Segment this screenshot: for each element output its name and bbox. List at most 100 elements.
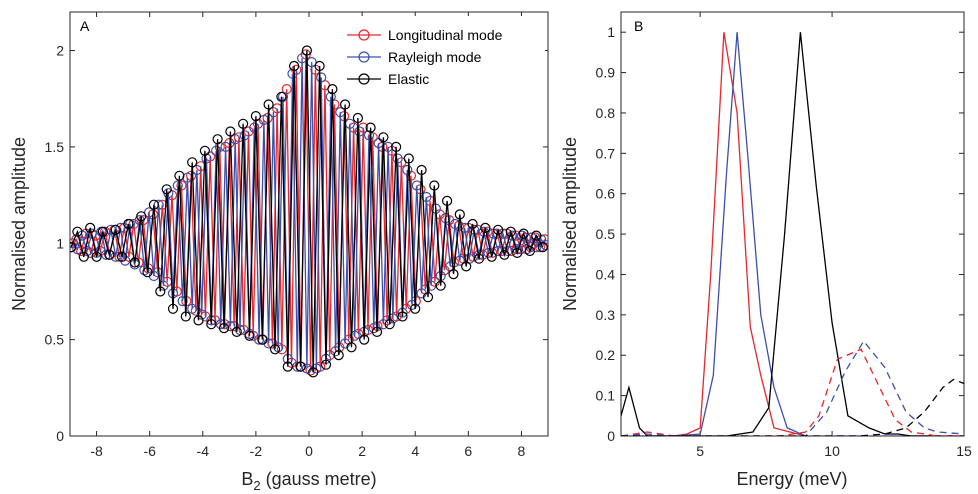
panel-a-y-tick-label: 2	[56, 43, 64, 59]
panel-a-point-2	[493, 224, 504, 235]
panel-b-y-tick-label: 0.7	[596, 145, 616, 161]
panel-a-point-2	[442, 195, 453, 206]
panel-a-point-1	[100, 249, 112, 260]
panel-a-x-tick-label: 0	[305, 443, 313, 459]
panel-b-x-axis-label: Energy (meV)	[736, 469, 847, 489]
panel-a-legend: Longitudinal mode Rayleigh mode Elastic	[340, 16, 545, 96]
panel-a-x-tick-label: -6	[143, 443, 156, 459]
panel-a-point-1	[392, 153, 403, 164]
panel-a-point-2	[250, 110, 261, 122]
panel-a-point-2	[480, 222, 491, 233]
panel-a-point-2	[212, 134, 223, 145]
panel-b-x-tick-label: 5	[696, 443, 704, 459]
panel-a-x-tick-label: -4	[197, 443, 210, 459]
panel-a-point-2	[187, 157, 198, 168]
panel-a-y-tick-label: 0	[56, 428, 64, 444]
panel-a-point-2	[225, 126, 236, 137]
panel-a-point-2	[384, 319, 395, 330]
panel-a-point-2	[461, 261, 472, 272]
chart-panel-a: A -8 -6 -4 -2 0 2 4 6 8 00.511.52 B2 (gauss metr…	[9, 11, 549, 493]
panel-a-point-2	[333, 350, 344, 361]
panel-a-point-1	[273, 342, 284, 353]
panel-a-x-tick-label: 6	[464, 443, 472, 459]
panel-a-point-1	[325, 91, 336, 102]
panel-a-point-2	[486, 251, 497, 262]
panel-a-point-1	[387, 313, 398, 324]
panel-a-point-2	[352, 112, 363, 124]
panel-a-point-2	[123, 218, 134, 230]
panel-a-point-2	[473, 253, 485, 264]
panel-a-point-2	[199, 145, 210, 156]
panel-a-point-2	[531, 230, 542, 241]
panel-a-xlabel-main: B	[241, 469, 253, 489]
panel-b-frame	[620, 11, 965, 437]
panel-a-point-2	[269, 344, 281, 355]
panel-a-point-2	[244, 330, 255, 341]
panel-a-y-tick-label: 1	[56, 235, 64, 251]
panel-a-point-1	[254, 334, 265, 345]
panel-a-point-2	[422, 292, 434, 303]
panel-a-point-2	[378, 132, 389, 143]
panel-b-y-ticks: 0 0.1 0.2 0.3 0.4 0.5 0.6 0.7 0.8 0.9 1	[596, 24, 964, 444]
panel-a-point-1	[201, 153, 212, 164]
legend-marker-0	[358, 29, 370, 41]
panel-a-point-2	[70, 242, 77, 253]
legend-background	[340, 16, 545, 96]
panel-a-point-2	[295, 361, 306, 372]
panel-a-point-2	[435, 280, 446, 291]
panel-b-y-tick-label: 0.3	[596, 307, 616, 323]
legend-entry-0: Longitudinal mode	[388, 27, 503, 43]
panel-a-point-2	[359, 334, 370, 345]
panel-a-point-2	[410, 303, 421, 314]
panel-a-x-tick-label: 2	[358, 443, 366, 459]
panel-a-point-1	[139, 265, 150, 276]
panel-a-point-2	[289, 60, 300, 72]
panel-a-point-2	[136, 211, 147, 222]
panel-a-point-2	[161, 184, 172, 195]
panel-b-x-tick-label: 10	[824, 443, 840, 459]
panel-a-x-tick-label: 8	[518, 443, 526, 459]
panel-a-y-axis-label: Normalised amplitude	[9, 137, 29, 311]
panel-a-point-1	[421, 191, 432, 203]
panel-a-point-1	[459, 222, 470, 233]
panel-a-point-1	[316, 72, 327, 83]
panel-a-point-1	[473, 249, 485, 260]
panel-a-point-2	[167, 303, 179, 314]
panel-a-point-2	[301, 45, 312, 56]
panel-a-point-1	[91, 247, 102, 258]
panel-a-point-2	[448, 269, 459, 280]
panel-a-point-2	[429, 180, 440, 191]
panel-a-point-1	[225, 321, 236, 332]
panel-a-point-2	[346, 342, 357, 353]
panel-a-x-tick-label: -2	[250, 443, 263, 459]
panel-a-point-2	[467, 218, 478, 230]
panel-a-point-1	[249, 122, 260, 133]
panel-a-xlabel-suffix: (gauss metre)	[261, 469, 377, 489]
panel-a-point-1	[110, 251, 121, 262]
panel-a-point-2	[231, 326, 242, 337]
panel-a-point-2	[206, 319, 217, 330]
panel-b-y-tick-label: 0.1	[596, 388, 616, 404]
panel-a-point-1	[378, 319, 389, 330]
panel-a-series-line-2	[70, 50, 544, 373]
panel-b-y-tick-label: 0.8	[596, 105, 616, 121]
panel-a-point-1	[211, 145, 222, 156]
panel-a-point-2	[129, 257, 140, 268]
panel-a-series	[70, 45, 548, 378]
panel-a-point-2	[174, 170, 185, 181]
legend-marker-1	[358, 51, 370, 63]
panel-a-y-tick-label: 0.5	[45, 332, 65, 348]
panel-a-point-2	[327, 83, 338, 95]
panel-a-point-1	[450, 218, 461, 230]
panel-a-point-2	[505, 226, 516, 237]
chart-panel-b: B 5 10 15 0 0.1 0.2 0.3 0.4 0.5 0.6 0.7 0.8 0.9 1 En…	[560, 11, 972, 489]
panel-a-point-1	[158, 280, 169, 291]
panel-b-y-tick-label: 0	[607, 428, 615, 444]
panel-a-point-2	[276, 91, 287, 102]
panel-a-point-2	[78, 251, 89, 262]
panel-a-point-2	[499, 249, 510, 260]
panel-a-x-axis-label: B2 (gauss metre)	[241, 469, 376, 493]
panel-a-point-2	[371, 326, 383, 337]
panel-a-point-2	[314, 60, 325, 72]
panel-a-point-2	[218, 323, 230, 334]
